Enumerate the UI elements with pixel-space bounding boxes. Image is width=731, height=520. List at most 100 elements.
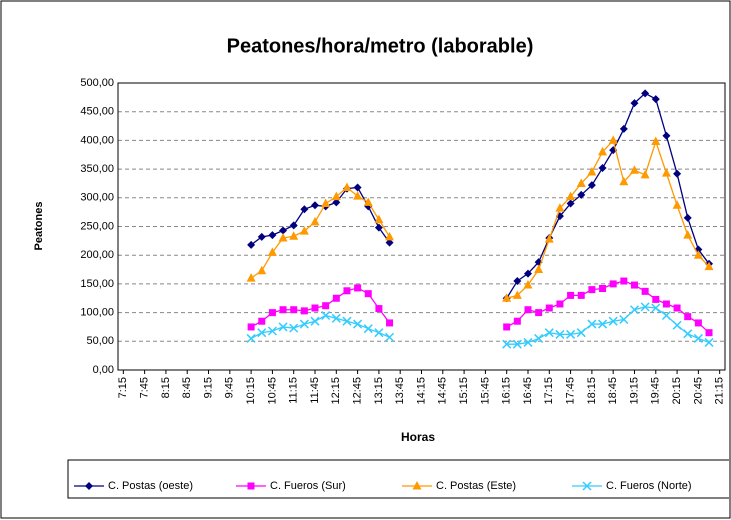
square-marker [290, 306, 298, 314]
x-tick-label: 17:15 [543, 377, 555, 405]
square-marker [641, 287, 649, 295]
y-tick-label: 150,00 [80, 278, 114, 290]
square-marker [705, 329, 713, 337]
square-marker [332, 294, 340, 302]
square-marker [311, 304, 319, 312]
square-marker [694, 319, 702, 327]
x-marker [534, 333, 544, 343]
x-marker [661, 310, 671, 321]
x-marker [385, 332, 395, 342]
diamond-marker [374, 223, 383, 232]
x-tick-label: 12:15 [330, 377, 342, 405]
x-tick-label: 21:15 [714, 377, 726, 405]
square-marker [258, 317, 266, 325]
x-marker [651, 303, 661, 313]
x-marker [576, 328, 586, 338]
diamond-marker [566, 199, 575, 208]
square-marker [535, 309, 543, 317]
diamond-marker [385, 238, 394, 247]
square-marker [545, 304, 553, 312]
triangle-marker [374, 214, 384, 224]
triangle-marker [704, 261, 714, 271]
triangle-marker [693, 250, 703, 259]
y-tick-label: 200,00 [80, 249, 114, 261]
y-tick-label: 450,00 [80, 106, 114, 118]
diamond-marker [683, 213, 692, 222]
triangle-marker [289, 231, 299, 240]
triangle-marker [257, 265, 267, 275]
square-marker [662, 300, 670, 308]
triangle-marker [502, 293, 512, 302]
x-marker [289, 323, 299, 333]
x-axis-label: Horas [401, 430, 435, 444]
triangle-marker [310, 216, 320, 226]
x-tick-label: 12:45 [352, 377, 364, 405]
square-marker [364, 290, 372, 298]
triangle-marker [544, 234, 554, 243]
triangle-marker [299, 226, 309, 235]
x-marker [566, 329, 576, 339]
diamond-marker [85, 482, 93, 490]
diamond-marker [673, 169, 682, 178]
square-marker [247, 482, 255, 490]
square-marker [620, 277, 628, 285]
legend-label: C. Fueros (Sur) [270, 480, 346, 492]
square-marker [322, 302, 330, 310]
diamond-marker [268, 231, 277, 240]
diamond-marker [311, 201, 320, 210]
triangle-marker [534, 264, 544, 274]
x-marker [512, 339, 522, 349]
diamond-marker [257, 232, 266, 241]
chart-title: Peatones/hora/metro (laborable) [227, 35, 534, 57]
diamond-marker [353, 183, 362, 192]
square-marker [577, 291, 585, 299]
triangle-marker [267, 247, 277, 256]
triangle-marker [576, 178, 586, 187]
legend-label: C. Fueros (Norte) [606, 480, 692, 492]
diamond-marker [641, 89, 650, 98]
x-marker [374, 328, 384, 338]
square-marker [609, 280, 617, 288]
legend-box [67, 459, 729, 499]
diamond-marker [577, 190, 586, 199]
y-axis-label: Peatones [33, 202, 45, 251]
diamond-marker [279, 226, 288, 235]
x-marker [321, 310, 331, 321]
x-tick-label: 7:45 [139, 377, 151, 398]
diamond-marker [523, 269, 532, 278]
triangle-marker [608, 135, 618, 144]
x-marker [619, 314, 629, 325]
triangle-marker [587, 166, 597, 176]
square-marker [279, 306, 287, 314]
x-marker [704, 337, 714, 347]
square-marker [300, 307, 308, 315]
x-tick-label: 13:45 [394, 377, 406, 405]
triangle-marker [555, 203, 565, 212]
x-marker [555, 329, 565, 339]
x-marker [523, 337, 533, 347]
triangle-marker [278, 232, 288, 242]
triangle-marker [629, 165, 639, 174]
x-marker [342, 316, 352, 326]
square-marker [386, 319, 394, 327]
square-marker [354, 284, 362, 292]
x-tick-label: 18:15 [586, 377, 598, 405]
x-tick-label: 16:15 [501, 377, 513, 405]
square-marker [556, 300, 564, 308]
triangle-marker [619, 176, 629, 186]
diamond-marker [662, 131, 671, 140]
series-line [506, 139, 710, 299]
x-marker [257, 328, 267, 338]
diamond-marker [247, 240, 256, 249]
triangle-marker [412, 481, 422, 490]
x-tick-label: 15:15 [458, 377, 470, 405]
x-marker [672, 320, 682, 330]
x-marker [693, 333, 703, 343]
square-marker [588, 286, 596, 294]
square-marker [503, 323, 511, 331]
diamond-marker [289, 221, 298, 230]
triangle-marker [651, 136, 661, 146]
legend-label: C. Postas (Este) [436, 480, 516, 492]
diamond-marker [619, 124, 628, 133]
